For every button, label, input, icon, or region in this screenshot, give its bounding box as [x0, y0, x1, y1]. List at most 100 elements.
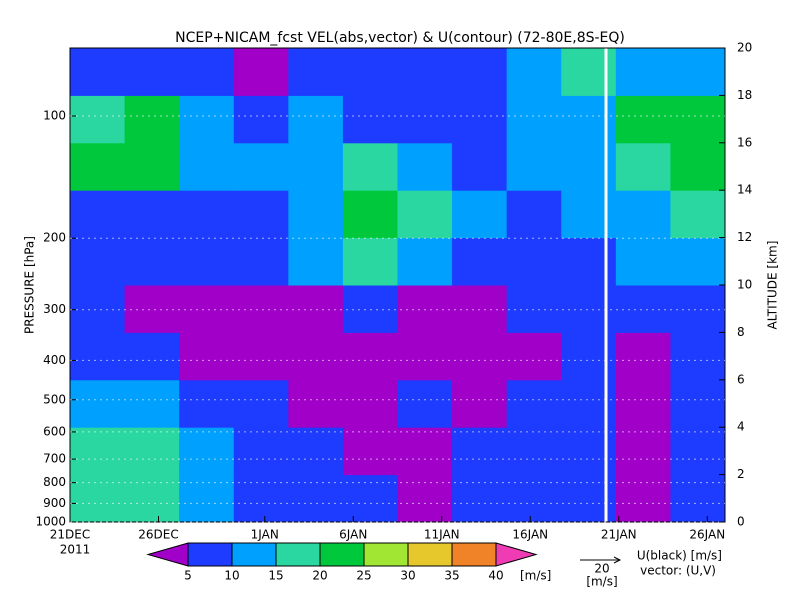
- x-tick-label: 26DEC: [138, 528, 178, 542]
- field-cell: [397, 379, 453, 428]
- field-cell: [615, 142, 671, 191]
- x-tick-label: 16JAN: [512, 528, 548, 542]
- field-cell: [342, 48, 398, 96]
- field-cell: [288, 95, 344, 144]
- field-cell: [615, 95, 671, 144]
- field-cell: [70, 427, 126, 476]
- y2-tick-label: 2: [737, 467, 745, 481]
- field-cell: [288, 285, 344, 333]
- colorbar-segment: [275, 542, 321, 567]
- field-cell: [342, 285, 398, 333]
- field-cell: [561, 427, 617, 476]
- field-cell: [561, 190, 617, 239]
- field-cell: [70, 190, 126, 239]
- field-cell: [670, 48, 726, 96]
- x-tick-label: 11JAN: [424, 528, 460, 542]
- x-tick-label: 6JAN: [339, 528, 367, 542]
- y2-tick-label: 8: [737, 325, 745, 339]
- field-cell: [124, 474, 180, 523]
- field-cell: [342, 332, 398, 381]
- vector-scale-value: 20: [594, 562, 609, 576]
- field-cell: [397, 474, 453, 523]
- field-cell: [233, 142, 289, 191]
- field-cell: [561, 48, 617, 96]
- field-cell: [342, 142, 398, 191]
- field-cell: [70, 48, 126, 96]
- field-cell: [288, 142, 344, 191]
- field-cell: [615, 332, 671, 381]
- y-tick-label: 1000: [35, 515, 66, 529]
- field-cell: [670, 332, 726, 381]
- y2-tick-label: 0: [737, 515, 745, 529]
- field-cell: [615, 48, 671, 96]
- field-cell: [506, 190, 562, 239]
- field-cell: [288, 474, 344, 523]
- colorbar-label: 40: [488, 569, 503, 583]
- field-cell: [70, 95, 126, 144]
- colorbar-label: 20: [312, 569, 327, 583]
- field-cell: [233, 190, 289, 239]
- field-cell: [179, 474, 235, 523]
- field-cell: [288, 237, 344, 286]
- colorbar-segment: [187, 542, 233, 567]
- field-cell: [233, 95, 289, 144]
- field-cell: [561, 237, 617, 286]
- field-cell: [452, 474, 508, 523]
- field-cell: [179, 142, 235, 191]
- field-cell: [179, 95, 235, 144]
- colorbar-label: 15: [268, 569, 283, 583]
- field-cell: [233, 237, 289, 286]
- field-cell: [615, 474, 671, 523]
- field-cell: [179, 237, 235, 286]
- y-tick-label: 500: [43, 392, 66, 406]
- field-cell: [506, 142, 562, 191]
- colorbar-low: [146, 542, 189, 567]
- colorbar-label: 5: [184, 569, 192, 583]
- colorbar-label: 25: [356, 569, 371, 583]
- field-cell: [397, 332, 453, 381]
- field-cell: [506, 474, 562, 523]
- field-cell: [506, 285, 562, 333]
- field-cell: [561, 285, 617, 333]
- field-cell: [506, 48, 562, 96]
- y-tick-label: 200: [43, 231, 66, 245]
- field-cell: [506, 427, 562, 476]
- field-cell: [397, 190, 453, 239]
- y-tick-label: 900: [43, 496, 66, 510]
- y2-tick-label: 16: [737, 135, 752, 149]
- field-cell: [70, 474, 126, 523]
- colorbar-segment: [363, 542, 409, 567]
- field-cell: [233, 379, 289, 428]
- field-cell: [670, 190, 726, 239]
- field-cell: [397, 95, 453, 144]
- field-cell: [452, 95, 508, 144]
- field-cell: [179, 427, 235, 476]
- colorbar-unit: [m/s]: [520, 569, 551, 583]
- field-cell: [342, 427, 398, 476]
- colorbar-segment: [407, 542, 453, 567]
- colorbar-high: [495, 542, 538, 567]
- y-tick-label: 700: [43, 452, 66, 466]
- field-cell: [452, 427, 508, 476]
- field-cell: [670, 142, 726, 191]
- field-cell: [70, 332, 126, 381]
- field-cell: [288, 48, 344, 96]
- field-cell: [397, 285, 453, 333]
- field-cell: [561, 95, 617, 144]
- colorbar-label: 35: [444, 569, 459, 583]
- field-cell: [124, 332, 180, 381]
- field-cell: [615, 190, 671, 239]
- vector-scale-arrowhead: [613, 556, 622, 564]
- field-cell: [397, 48, 453, 96]
- field-cell: [288, 427, 344, 476]
- field-cell: [124, 48, 180, 96]
- colorbar-segment: [451, 542, 497, 567]
- field-cell: [288, 190, 344, 239]
- field-cell: [452, 332, 508, 381]
- y2-tick-label: 20: [737, 41, 752, 55]
- legend-text: U(black) [m/s]: [637, 549, 722, 563]
- field-cell: [124, 95, 180, 144]
- field-cell: [452, 285, 508, 333]
- field-cell: [452, 48, 508, 96]
